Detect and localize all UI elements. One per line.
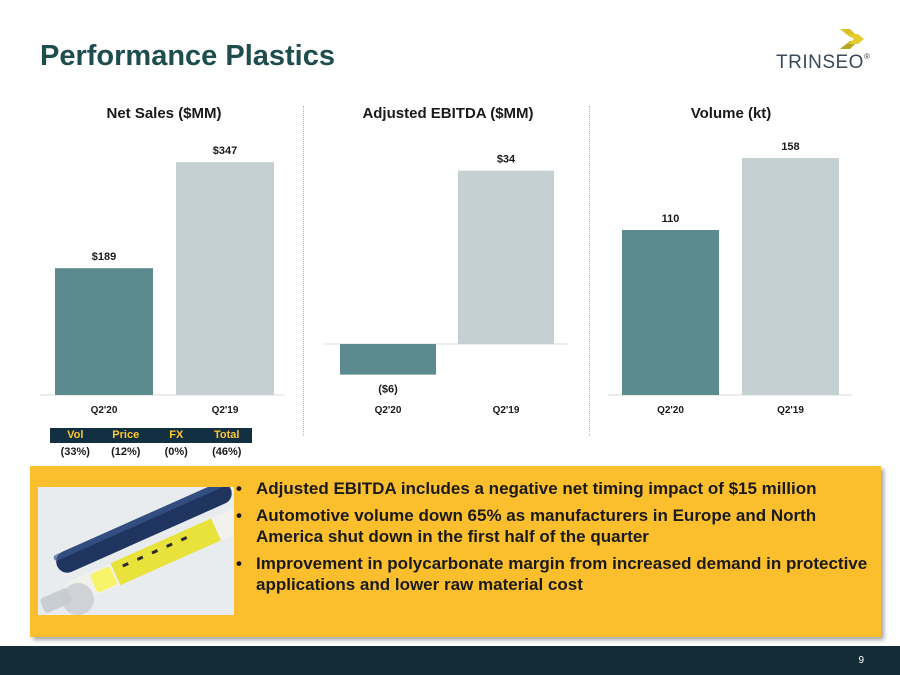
chevron-logo-icon bbox=[840, 29, 864, 49]
variance-table-values: (33%) (12%) (0%) (46%) bbox=[50, 443, 252, 461]
bullet-item: Improvement in polycarbonate margin from… bbox=[230, 553, 870, 595]
page-number: 9 bbox=[858, 655, 864, 666]
panel-divider-1 bbox=[303, 106, 304, 436]
variance-header-total: Total bbox=[214, 429, 240, 441]
category-tick-label: Q2'19 bbox=[777, 405, 804, 416]
variance-value-total: (46%) bbox=[212, 446, 242, 458]
bar bbox=[55, 268, 153, 395]
charts-canvas: $189 Q2'20 $347 Q2'19 ($6) Q2'20 $34 Q2'19 110… bbox=[40, 141, 852, 416]
variance-header-price: Price bbox=[112, 429, 140, 441]
volume-chart: 110 Q2'20 158 Q2'19 bbox=[608, 141, 852, 416]
bar bbox=[742, 158, 839, 395]
ebitda-chart-title: Adjusted EBITDA ($MM) bbox=[362, 105, 534, 122]
variance-header-vol: Vol bbox=[67, 429, 84, 441]
bar bbox=[340, 344, 436, 375]
category-tick-label: Q2'20 bbox=[375, 405, 402, 416]
page-title: Performance Plastics bbox=[40, 40, 335, 72]
commentary-callout: Adjusted EBITDA includes a negative net … bbox=[30, 466, 881, 637]
category-tick-label: Q2'20 bbox=[657, 405, 684, 416]
net-sales-chart: $189 Q2'20 $347 Q2'19 bbox=[40, 145, 285, 416]
footer-bar: 9 bbox=[0, 646, 900, 675]
logo-text: TRINSEO® bbox=[776, 52, 871, 73]
data-label: 110 bbox=[662, 213, 680, 225]
variance-table: Vol Price FX Total (33%) (12%) (0%) (46%… bbox=[50, 428, 252, 461]
data-label: $34 bbox=[497, 154, 516, 166]
category-tick-label: Q2'19 bbox=[212, 405, 239, 416]
data-label: $189 bbox=[92, 251, 116, 263]
bullet-item: Adjusted EBITDA includes a negative net … bbox=[230, 478, 870, 499]
net-sales-chart-title: Net Sales ($MM) bbox=[106, 105, 222, 122]
category-tick-label: Q2'19 bbox=[493, 405, 520, 416]
variance-value-vol: (33%) bbox=[60, 446, 90, 458]
variance-value-price: (12%) bbox=[111, 446, 141, 458]
data-label: ($6) bbox=[378, 384, 398, 396]
commentary-bullets: Adjusted EBITDA includes a negative net … bbox=[230, 478, 870, 601]
bullet-item: Automotive volume down 65% as manufactur… bbox=[230, 505, 870, 547]
data-label: 158 bbox=[781, 141, 799, 153]
category-tick-label: Q2'20 bbox=[91, 405, 118, 416]
variance-table-header: Vol Price FX Total bbox=[50, 428, 252, 443]
syringe-pens-photo bbox=[38, 487, 234, 615]
trinseo-logo: TRINSEO® bbox=[776, 28, 876, 76]
syringe-pens-icon bbox=[38, 487, 234, 615]
ebitda-chart: ($6) Q2'20 $34 Q2'19 bbox=[325, 154, 568, 416]
data-label: $347 bbox=[213, 145, 237, 157]
bar bbox=[458, 170, 554, 344]
volume-chart-title: Volume (kt) bbox=[690, 105, 772, 122]
variance-header-fx: FX bbox=[169, 429, 184, 441]
panel-divider-2 bbox=[589, 106, 590, 436]
bar bbox=[176, 162, 274, 395]
variance-value-fx: (0%) bbox=[164, 446, 188, 458]
bar bbox=[622, 230, 719, 395]
